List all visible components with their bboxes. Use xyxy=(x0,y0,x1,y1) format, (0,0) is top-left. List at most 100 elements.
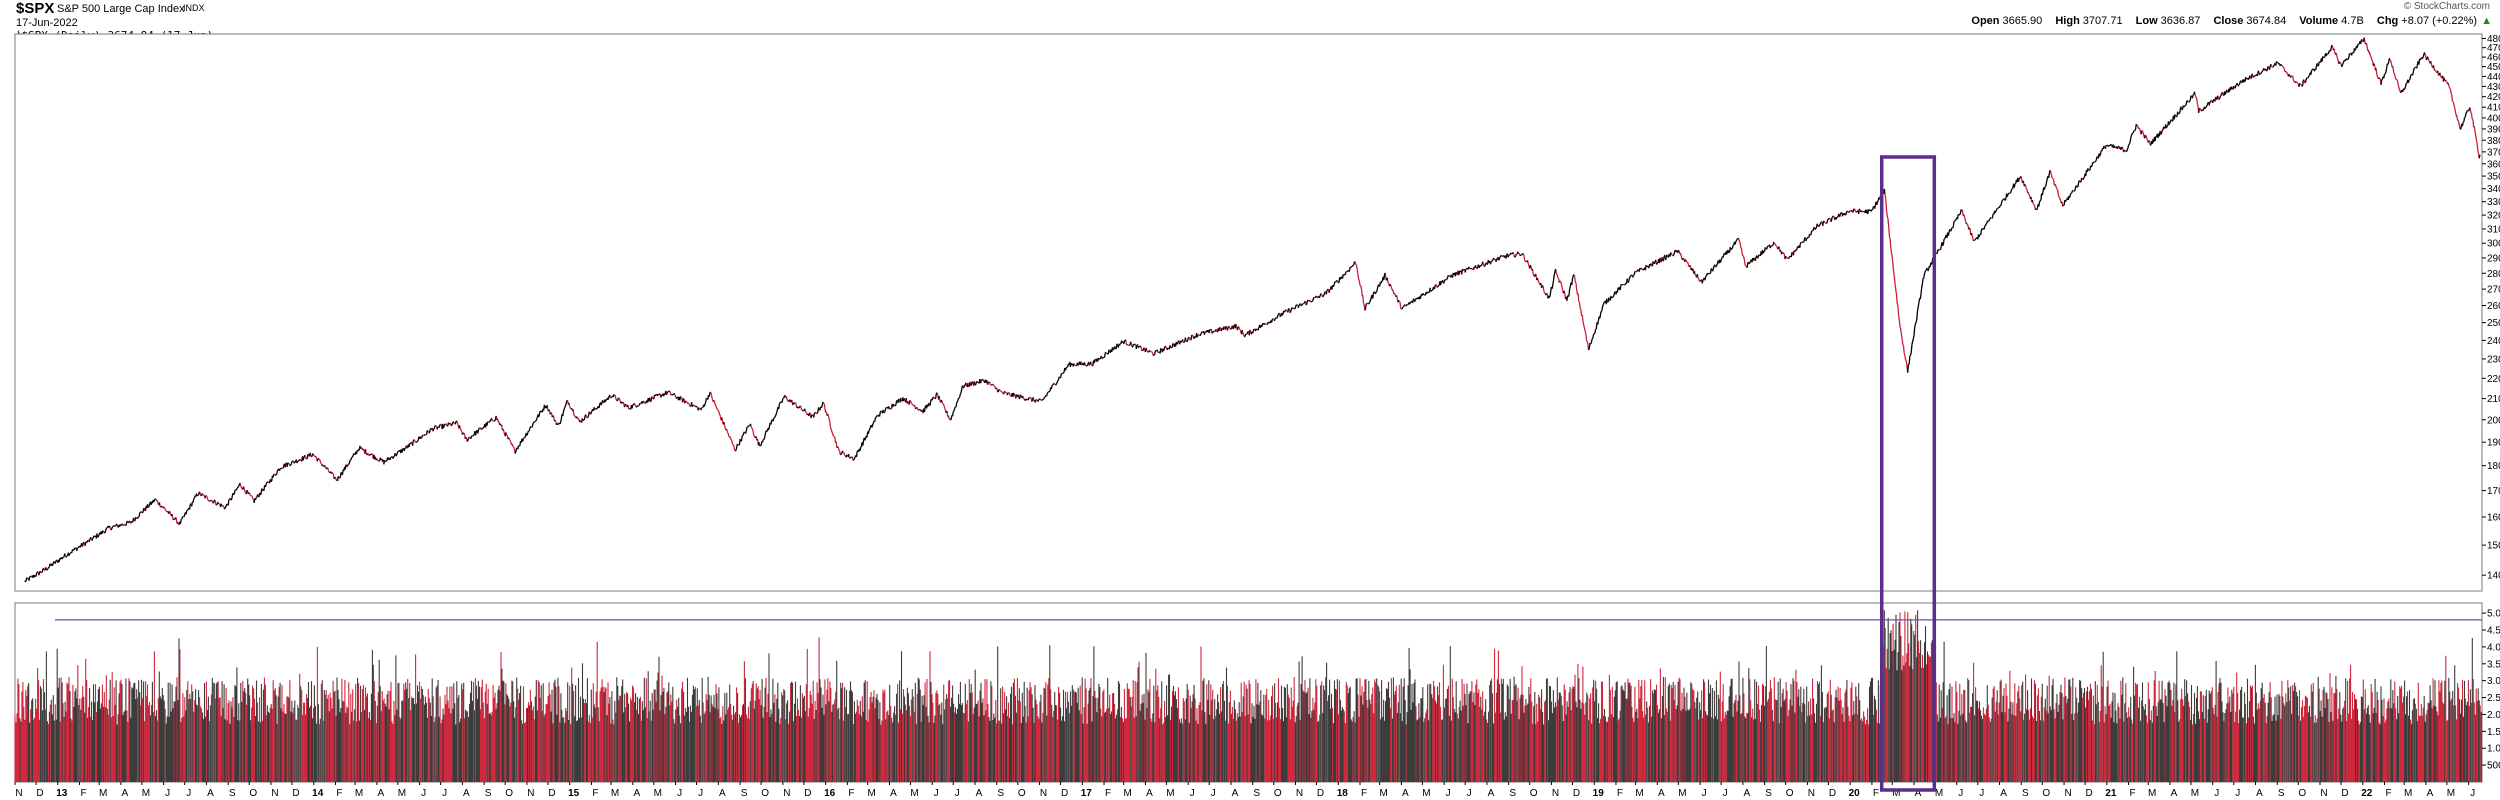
index-name: S&P 500 Large Cap Index xyxy=(57,3,185,15)
x-year-label: 20 xyxy=(1849,788,1861,799)
volume-panel[interactable]: 500M 1.0B 1.5B 2.0B 2.5B 3.0B 3.5B 4.0B 4.5B 5.0B xyxy=(14,602,2500,783)
x-month-label: D xyxy=(1061,788,1068,799)
x-month-label: A xyxy=(1915,788,1922,799)
x-month-label: M xyxy=(1124,788,1132,799)
x-month-label: J xyxy=(1702,788,1707,799)
x-month-label: A xyxy=(1232,788,1239,799)
open-value: 3665.90 xyxy=(2002,15,2043,27)
price-y-tick-label: 2000 xyxy=(2487,415,2500,426)
brand-watermark: © StockCharts.com xyxy=(2403,1,2490,12)
x-year-label: 19 xyxy=(1593,788,1605,799)
price-panel[interactable]: 1400 1500 1600 1700 1800 1900 2000 2100 2200 2300… xyxy=(14,33,2500,592)
x-month-label: D xyxy=(804,788,811,799)
price-y-tick-label: 1900 xyxy=(2487,438,2500,449)
x-month-label: A xyxy=(1658,788,1665,799)
x-month-label: A xyxy=(633,788,640,799)
x-month-label: A xyxy=(719,788,726,799)
x-month-label: D xyxy=(36,788,43,799)
x-month-label: S xyxy=(2022,788,2029,799)
x-month-label: A xyxy=(207,788,214,799)
x-month-label: M xyxy=(654,788,662,799)
exchange-code: INDX xyxy=(183,3,205,13)
x-month-label: N xyxy=(1040,788,1047,799)
price-y-tick-label: 3500 xyxy=(2487,172,2500,183)
x-month-label: F xyxy=(2385,788,2391,799)
volume-bars-down xyxy=(14,611,2481,782)
volume-y-tick-label: 4.5B xyxy=(2487,626,2500,637)
volume-y-tick-label: 1.0B xyxy=(2487,744,2500,755)
x-month-label: O xyxy=(1274,788,1282,799)
price-y-tick-label: 3800 xyxy=(2487,136,2500,147)
x-month-label: S xyxy=(229,788,236,799)
x-month-label: A xyxy=(2171,788,2178,799)
x-month-label: F xyxy=(848,788,854,799)
x-month-label: M xyxy=(1678,788,1686,799)
price-y-tick-label: 4400 xyxy=(2487,72,2500,83)
x-month-label: O xyxy=(1018,788,1026,799)
price-y-tick-label: 4000 xyxy=(2487,113,2500,124)
price-y-tick-label: 2200 xyxy=(2487,374,2500,385)
price-y-tick-label: 2700 xyxy=(2487,285,2500,296)
x-month-label: M xyxy=(2447,788,2455,799)
x-month-label: A xyxy=(1488,788,1495,799)
price-y-tick-label: 4300 xyxy=(2487,82,2500,93)
x-month-label: N xyxy=(783,788,790,799)
x-month-label: J xyxy=(421,788,426,799)
x-year-label: 21 xyxy=(2105,788,2117,799)
x-month-label: A xyxy=(2000,788,2007,799)
x-month-label: J xyxy=(2214,788,2219,799)
price-y-tick-label: 1600 xyxy=(2487,513,2500,524)
x-month-label: J xyxy=(165,788,170,799)
x-month-label: M xyxy=(611,788,619,799)
x-month-label: O xyxy=(2042,788,2050,799)
x-month-label: D xyxy=(548,788,555,799)
volume-y-tick-label: 2.5B xyxy=(2487,693,2500,704)
x-month-label: J xyxy=(2470,788,2475,799)
x-month-label: M xyxy=(1166,788,1174,799)
price-y-tick-label: 3700 xyxy=(2487,147,2500,158)
x-month-label: D xyxy=(1573,788,1580,799)
change-label: Chg xyxy=(2376,15,2399,27)
x-month-label: S xyxy=(1509,788,1516,799)
x-month-label: J xyxy=(1958,788,1963,799)
x-year-label: 13 xyxy=(56,788,68,799)
chart-header: $SPX S&P 500 Large Cap Index INDX 17-Jun… xyxy=(0,0,2500,42)
price-y-tick-label: 2400 xyxy=(2487,336,2500,347)
x-month-label: J xyxy=(934,788,939,799)
x-month-label: N xyxy=(2320,788,2327,799)
price-y-tick-label: 2600 xyxy=(2487,301,2500,312)
x-year-label: 17 xyxy=(1081,788,1093,799)
covid-crash-highlight-box[interactable] xyxy=(1879,155,1937,792)
x-month-label: N xyxy=(527,788,534,799)
x-month-label: A xyxy=(890,788,897,799)
ticker-symbol[interactable]: $SPX xyxy=(16,0,55,17)
x-month-label: J xyxy=(186,788,191,799)
x-month-label: F xyxy=(2130,788,2136,799)
ohlc-readout: Open 3665.90 High 3707.71 Low 3636.87 Close… xyxy=(1971,15,2492,27)
x-month-label: O xyxy=(249,788,257,799)
price-y-tick-label: 2100 xyxy=(2487,394,2500,405)
x-month-label: F xyxy=(592,788,598,799)
x-year-label: 16 xyxy=(824,788,836,799)
chart-date: 17-Jun-2022 xyxy=(16,17,78,29)
low-value: 3636.87 xyxy=(2160,15,2201,27)
x-month-label: M xyxy=(1635,788,1643,799)
price-y-tick-label: 1400 xyxy=(2487,571,2500,582)
x-month-label: J xyxy=(1467,788,1472,799)
x-month-label: M xyxy=(355,788,363,799)
price-y-tick-label: 2900 xyxy=(2487,253,2500,264)
x-month-label: M xyxy=(2148,788,2156,799)
x-month-label: S xyxy=(1253,788,1260,799)
x-month-label: M xyxy=(1935,788,1943,799)
x-month-label: J xyxy=(677,788,682,799)
low-label: Low xyxy=(2135,15,2158,27)
volume-y-tick-label: 3.5B xyxy=(2487,659,2500,670)
x-month-label: J xyxy=(442,788,447,799)
x-month-label: J xyxy=(1211,788,1216,799)
x-month-label: A xyxy=(2256,788,2263,799)
x-month-label: F xyxy=(336,788,342,799)
x-month-label: M xyxy=(910,788,918,799)
price-panel-frame xyxy=(14,33,2483,592)
x-month-label: A xyxy=(378,788,385,799)
